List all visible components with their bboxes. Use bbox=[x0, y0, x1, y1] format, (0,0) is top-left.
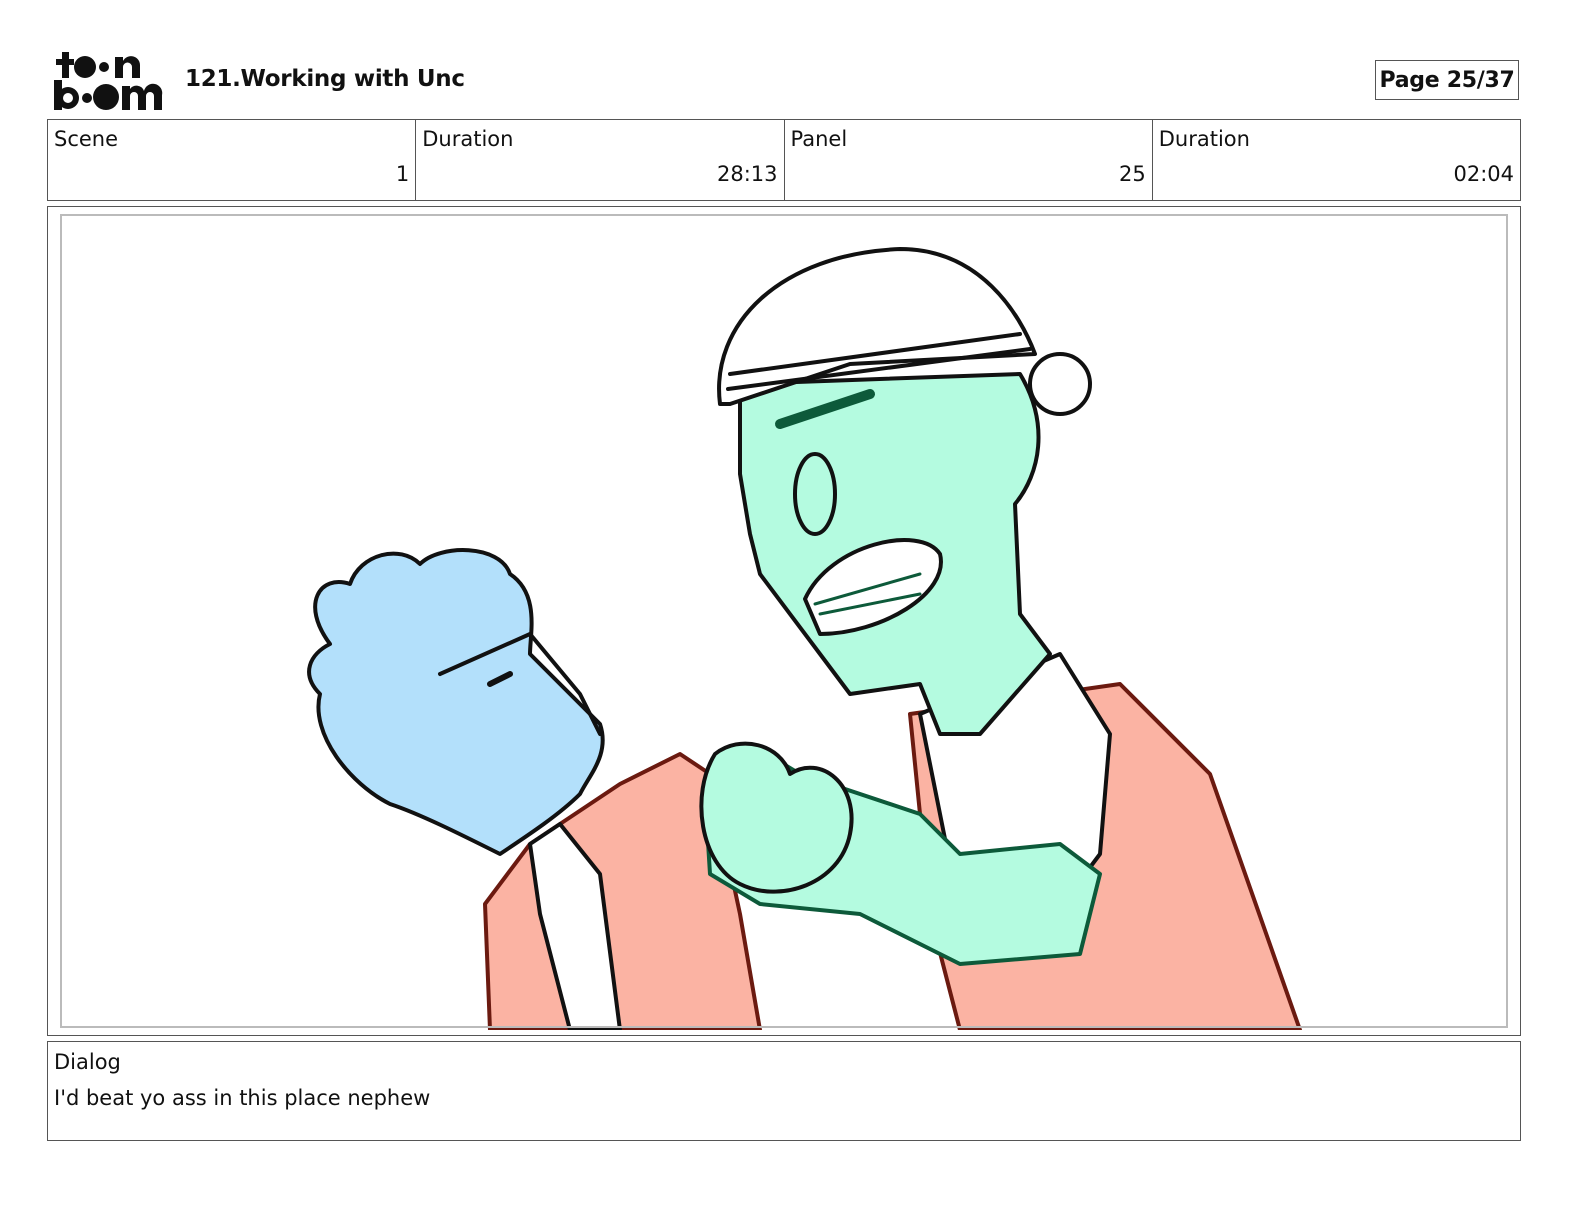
panel-duration-value: 02:04 bbox=[1453, 162, 1514, 186]
scene-label: Scene bbox=[54, 127, 119, 151]
panel-duration-cell: Duration 02:04 bbox=[1153, 120, 1520, 200]
storyboard-drawing bbox=[307, 247, 1302, 1030]
dialog-box: Dialog I'd beat yo ass in this place nep… bbox=[47, 1041, 1521, 1141]
panel-duration-label: Duration bbox=[1158, 127, 1250, 151]
panel-image-box bbox=[47, 206, 1521, 1036]
scene-duration-cell: Duration 28:13 bbox=[416, 120, 785, 200]
panel-label: Panel bbox=[790, 127, 848, 151]
scene-cell: Scene 1 bbox=[48, 120, 417, 200]
scene-duration-value: 28:13 bbox=[716, 162, 778, 186]
dialog-label: Dialog bbox=[54, 1050, 121, 1074]
storyboard-title: 121.Working with Unc bbox=[185, 66, 465, 92]
toon-boom-logo bbox=[54, 52, 163, 110]
page-number: Page 25/37 bbox=[1375, 60, 1519, 100]
dialog-text: I'd beat yo ass in this place nephew bbox=[54, 1086, 431, 1110]
camera-frame bbox=[60, 214, 1508, 1028]
panel-cell: Panel 25 bbox=[785, 120, 1153, 200]
scene-value: 1 bbox=[395, 162, 410, 186]
panel-info-table: Scene 1 Duration 28:13 Panel 25 Duration… bbox=[47, 119, 1521, 201]
scene-duration-label: Duration bbox=[422, 127, 514, 151]
panel-value: 25 bbox=[1119, 162, 1146, 186]
